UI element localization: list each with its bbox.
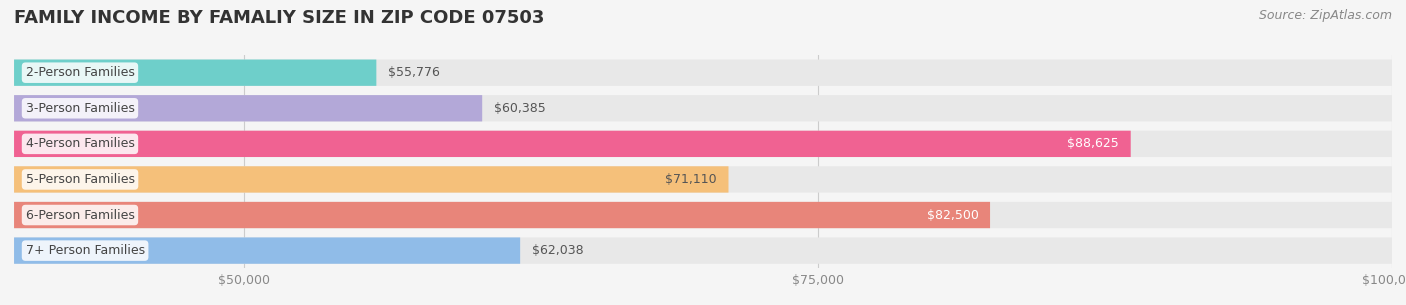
Text: $62,038: $62,038 xyxy=(531,244,583,257)
FancyBboxPatch shape xyxy=(14,95,482,121)
Text: $88,625: $88,625 xyxy=(1067,137,1119,150)
Text: $55,776: $55,776 xyxy=(388,66,440,79)
FancyBboxPatch shape xyxy=(14,59,1392,86)
FancyBboxPatch shape xyxy=(14,131,1392,157)
Text: $60,385: $60,385 xyxy=(494,102,546,115)
Text: 3-Person Families: 3-Person Families xyxy=(25,102,135,115)
Text: $71,110: $71,110 xyxy=(665,173,717,186)
FancyBboxPatch shape xyxy=(14,237,520,264)
Text: 6-Person Families: 6-Person Families xyxy=(25,209,135,221)
Text: 7+ Person Families: 7+ Person Families xyxy=(25,244,145,257)
FancyBboxPatch shape xyxy=(14,166,1392,193)
FancyBboxPatch shape xyxy=(14,237,1392,264)
FancyBboxPatch shape xyxy=(14,202,990,228)
Text: $82,500: $82,500 xyxy=(927,209,979,221)
FancyBboxPatch shape xyxy=(14,59,377,86)
FancyBboxPatch shape xyxy=(14,95,1392,121)
Text: 2-Person Families: 2-Person Families xyxy=(25,66,135,79)
Text: Source: ZipAtlas.com: Source: ZipAtlas.com xyxy=(1258,9,1392,22)
FancyBboxPatch shape xyxy=(14,202,1392,228)
FancyBboxPatch shape xyxy=(14,131,1130,157)
Text: FAMILY INCOME BY FAMALIY SIZE IN ZIP CODE 07503: FAMILY INCOME BY FAMALIY SIZE IN ZIP COD… xyxy=(14,9,544,27)
FancyBboxPatch shape xyxy=(14,166,728,193)
Text: 5-Person Families: 5-Person Families xyxy=(25,173,135,186)
Text: 4-Person Families: 4-Person Families xyxy=(25,137,135,150)
